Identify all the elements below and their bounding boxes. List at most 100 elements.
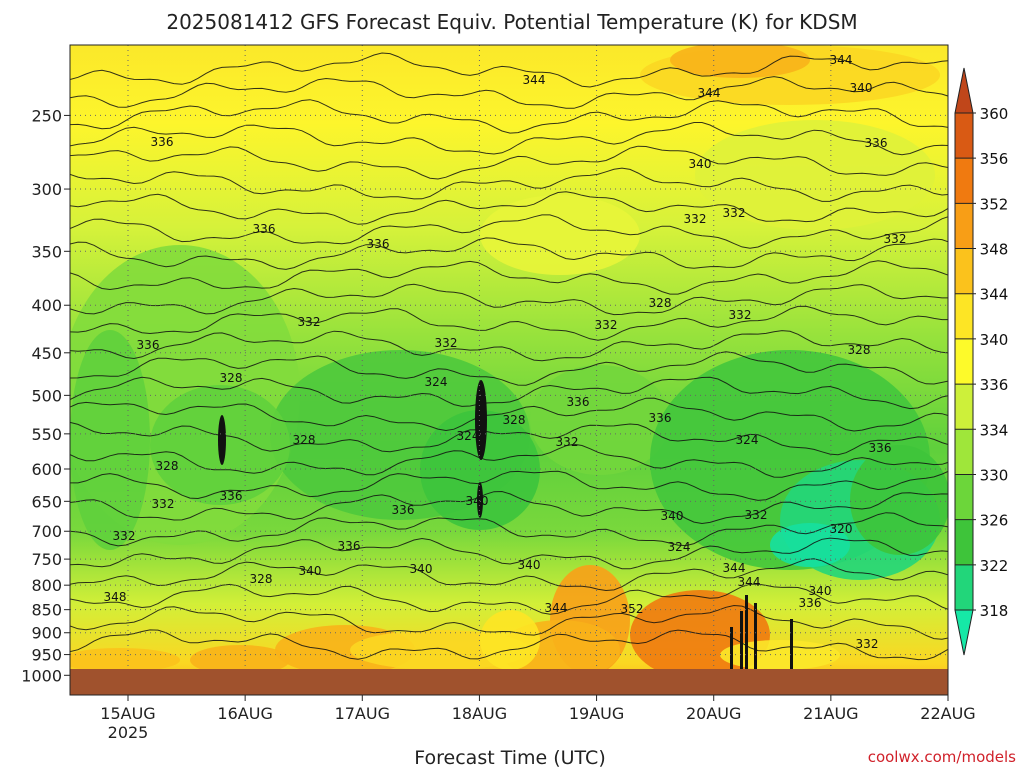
y-tick-label: 900	[31, 624, 62, 643]
contour-label: 336	[649, 411, 672, 425]
x-tick-label: 20AUG	[686, 704, 741, 723]
contour-label: 328	[503, 413, 526, 427]
contour-label: 332	[684, 212, 707, 226]
contour-label: 340	[410, 562, 433, 576]
contour-label: 332	[152, 497, 175, 511]
contour-label: 332	[298, 315, 321, 329]
contour-label: 336	[869, 441, 892, 455]
contour-label: 328	[848, 343, 871, 357]
contour-label: 332	[113, 529, 136, 543]
colorbar-swatch	[955, 248, 973, 294]
contour-label: 340	[809, 584, 832, 598]
colorbar-label: 356	[980, 150, 1009, 168]
y-tick-label: 850	[31, 601, 62, 620]
contour-label: 336	[799, 596, 822, 610]
colorbar-label: 322	[980, 557, 1009, 575]
ground-band	[70, 669, 948, 695]
x-axis-label: Forecast Time (UTC)	[414, 747, 605, 768]
contour-line	[70, 490, 948, 525]
contour-line	[70, 145, 948, 180]
colorbar-swatch	[955, 293, 973, 339]
contour-line	[70, 629, 948, 661]
y-tick-label: 400	[31, 296, 62, 315]
contour-label: 336	[253, 222, 276, 236]
contour-label: 336	[865, 136, 888, 150]
colorbar: 360 356 352 348 344 340 336 334 330 326 322 318	[954, 67, 1009, 656]
y-tick-label: 650	[31, 492, 62, 511]
contour-spike	[790, 619, 793, 670]
contour-label: 336	[151, 135, 174, 149]
contour-label: 336	[338, 539, 361, 553]
x-tick-label: 17AUG	[335, 704, 390, 723]
y-tick-label: 550	[31, 425, 62, 444]
colorbar-swatch	[955, 113, 973, 159]
contour-line	[70, 237, 948, 270]
contour-line	[70, 191, 948, 225]
contour-line	[70, 421, 948, 456]
contour-label: 328	[156, 459, 179, 473]
contour-label: 332	[595, 318, 618, 332]
contour-label: 328	[250, 572, 273, 586]
y-tick-label: 700	[31, 522, 62, 541]
contour-line	[70, 260, 948, 295]
contour-line	[70, 512, 948, 547]
field-patch	[70, 330, 150, 550]
y-tick-label: 800	[31, 576, 62, 595]
x-tick-label: 15AUG	[100, 704, 155, 723]
colorbar-label: 334	[980, 421, 1009, 439]
contour-label: 340	[661, 509, 684, 523]
contour-label: 332	[729, 308, 752, 322]
contour-label: 332	[884, 232, 907, 246]
dense-contour-cluster	[218, 415, 226, 465]
contour-line	[70, 214, 948, 249]
x-tick-label: 16AUG	[217, 704, 272, 723]
contour-label: 336	[220, 489, 243, 503]
y-tick-label: 500	[31, 386, 62, 405]
contour-spike	[730, 627, 733, 670]
contour-line	[70, 583, 948, 615]
contour-label: 328	[649, 296, 672, 310]
colorbar-label: 326	[980, 512, 1009, 530]
colorbar-label: 344	[980, 286, 1009, 304]
contour-label: 340	[689, 157, 712, 171]
colorbar-label: 348	[980, 241, 1009, 259]
x-year-label: 2025	[108, 723, 149, 742]
colorbar-top-arrow	[954, 67, 974, 114]
contour-label: 320	[830, 522, 853, 536]
colorbar-label: 360	[980, 105, 1009, 123]
contour-line	[70, 470, 948, 501]
contour-label: 332	[435, 336, 458, 350]
dense-contour-cluster	[475, 380, 487, 460]
contour-label: 332	[856, 637, 879, 651]
colorbar-label: 352	[980, 195, 1009, 213]
contour-label: 336	[367, 237, 390, 251]
y-tick-label: 250	[31, 106, 62, 125]
field-patch	[850, 445, 948, 555]
contour-label: 332	[556, 435, 579, 449]
colorbar-swatch	[955, 429, 973, 475]
x-tick-label: 19AUG	[569, 704, 624, 723]
contour-line	[70, 443, 948, 478]
colorbar-label: 336	[980, 376, 1009, 394]
contour-line	[70, 537, 948, 570]
contour-line	[70, 167, 948, 202]
colorbar-swatch	[955, 203, 973, 249]
contour-label: 340	[518, 558, 541, 572]
x-tick-label: 21AUG	[803, 704, 858, 723]
contour-line	[70, 351, 948, 386]
field-patch	[695, 120, 935, 230]
colorbar-swatch	[955, 474, 973, 520]
contour-line	[70, 122, 948, 156]
field-patch	[190, 645, 290, 675]
contour-line	[70, 330, 948, 362]
field-patch	[670, 45, 810, 78]
y-axis: 250 300 350 400 450 500 550 600 650 700 750 800 850 9…	[21, 106, 70, 685]
contour-spike	[740, 611, 743, 670]
contour-line	[70, 52, 948, 88]
contour-label: 344	[545, 601, 568, 615]
contour-label: 328	[293, 433, 316, 447]
contour-label: 336	[567, 395, 590, 409]
